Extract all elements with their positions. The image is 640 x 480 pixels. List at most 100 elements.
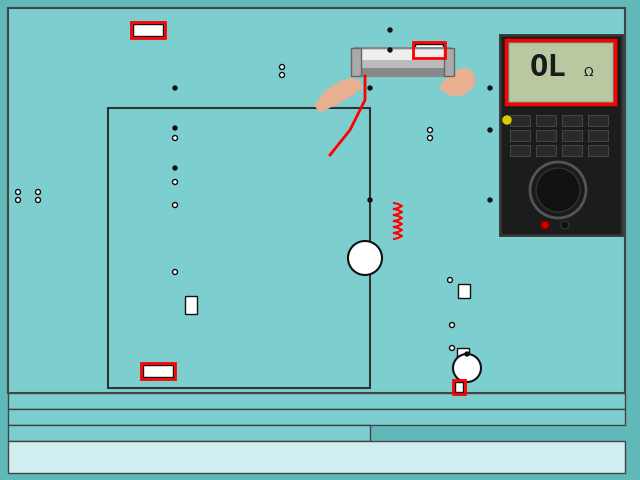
Text: TB/10: TB/10 [111, 73, 133, 83]
Text: BKR: BKR [426, 113, 444, 122]
Text: K209: K209 [205, 276, 225, 285]
Text: X03/TCRP: X03/TCRP [130, 10, 170, 19]
Bar [108, 108, 370, 388]
Bar [562, 145, 582, 156]
Text: USB: USB [121, 158, 135, 164]
Text: J2: J2 [56, 280, 64, 289]
Polygon shape [315, 78, 362, 112]
Polygon shape [310, 95, 355, 160]
Text: K23: K23 [437, 81, 453, 89]
Text: K19/UNIT-2: K19/UNIT-2 [211, 243, 250, 249]
Text: B: B [182, 170, 188, 180]
Bar [453, 380, 465, 394]
Text: NO: NO [227, 215, 237, 221]
Text: T: T [188, 144, 192, 153]
Circle shape [388, 48, 392, 52]
Bar [588, 145, 608, 156]
Text: I: I [148, 17, 151, 26]
Bar [536, 145, 556, 156]
Bar [415, 44, 443, 56]
Circle shape [453, 354, 481, 382]
Text: NC: NC [458, 346, 468, 355]
Text: 115: 115 [148, 288, 162, 297]
Text: 52b: 52b [441, 337, 455, 347]
Text: K21: K21 [147, 113, 163, 122]
Text: 212: 212 [130, 357, 144, 365]
Circle shape [15, 197, 20, 203]
Bar [536, 130, 556, 141]
Text: 5: 5 [312, 26, 317, 36]
Text: 4/UNIT-2: 4/UNIT-2 [103, 215, 133, 221]
Circle shape [173, 269, 177, 275]
Bar [8, 393, 625, 409]
Polygon shape [440, 68, 475, 95]
Polygon shape [448, 88, 490, 158]
Text: K13/M/C-1: K13/M/C-1 [222, 182, 258, 188]
Text: TCRB: TCRB [419, 382, 441, 391]
Text: BKR: BKR [302, 60, 317, 70]
Text: PUMPING: PUMPING [380, 253, 415, 263]
Circle shape [541, 221, 549, 229]
Text: OBJECT: OBJECT [20, 428, 63, 438]
Bar [562, 130, 582, 141]
Bar [355, 68, 450, 76]
Bar [508, 42, 613, 102]
Text: TB/2: TB/2 [339, 381, 358, 389]
Bar [588, 130, 608, 141]
Text: K12: K12 [491, 352, 505, 361]
Text: L: L [291, 65, 295, 74]
Bar [413, 42, 445, 58]
Circle shape [173, 135, 177, 141]
Text: 10A/VCB: 10A/VCB [413, 34, 447, 43]
Text: 3/M/C-1: 3/M/C-1 [106, 190, 134, 196]
Circle shape [428, 128, 433, 132]
Circle shape [35, 197, 40, 203]
Text: DPST: DPST [27, 176, 49, 184]
Text: TCRB: TCRB [219, 388, 241, 397]
Text: CS52-1: CS52-1 [116, 150, 140, 156]
Text: K1: K1 [239, 20, 250, 28]
Text: K210: K210 [205, 311, 225, 320]
Text: VCB: VCB [339, 388, 356, 397]
Text: VCB: VCB [114, 82, 130, 91]
Text: K18/M/C-2: K18/M/C-2 [222, 190, 258, 196]
Circle shape [449, 346, 454, 350]
Bar [458, 284, 470, 298]
Bar [355, 60, 450, 68]
Text: NO: NO [457, 321, 469, 329]
Circle shape [368, 198, 372, 202]
Text: Org Title:: Org Title: [190, 412, 232, 421]
Text: ANTI: ANTI [391, 245, 409, 254]
Text: K15/UNIT-1: K15/UNIT-1 [211, 235, 250, 241]
Text: TB/1: TB/1 [381, 9, 399, 17]
Text: 52C: 52C [459, 363, 475, 372]
Text: K2: K2 [276, 382, 287, 391]
Circle shape [449, 323, 454, 327]
Bar [141, 363, 175, 379]
Text: K11: K11 [400, 41, 416, 50]
Text: J1: J1 [56, 116, 64, 124]
Text: 12: 12 [451, 296, 460, 304]
Text: 6/M/C-1: 6/M/C-1 [106, 182, 134, 188]
Bar [536, 115, 556, 126]
Text: K15: K15 [443, 331, 458, 339]
Text: X04: X04 [222, 381, 238, 389]
Bar [510, 145, 530, 156]
Text: 125: 125 [148, 312, 162, 321]
Text: Z22: Z22 [443, 313, 458, 323]
Circle shape [488, 198, 492, 202]
Bar [455, 382, 463, 392]
Text: CONTROL CKT: CONTROL CKT [179, 16, 251, 25]
Text: Dept: Dept [601, 396, 623, 406]
Circle shape [173, 203, 177, 207]
Bar [355, 50, 450, 60]
Text: SW: SW [428, 121, 442, 131]
Bar [355, 48, 450, 76]
Bar [588, 115, 608, 126]
Text: By using multimeter, resistance should be measured and fuse should be replaced i: By using multimeter, resistance should b… [20, 452, 508, 462]
Text: NC: NC [440, 264, 451, 273]
Bar [457, 348, 469, 361]
Text: C: C [188, 160, 193, 169]
Circle shape [561, 221, 569, 229]
Circle shape [348, 241, 382, 275]
